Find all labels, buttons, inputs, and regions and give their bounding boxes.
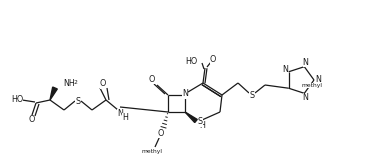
Text: NH: NH xyxy=(63,80,75,89)
Text: O: O xyxy=(29,115,35,124)
Text: S: S xyxy=(249,92,254,101)
Text: S: S xyxy=(76,96,81,105)
Text: methyl: methyl xyxy=(302,83,323,88)
Text: HO: HO xyxy=(11,95,23,104)
Text: O: O xyxy=(158,129,164,137)
Text: N: N xyxy=(182,90,188,99)
Text: methyl: methyl xyxy=(141,148,163,154)
Text: O: O xyxy=(100,80,106,89)
Polygon shape xyxy=(185,112,197,123)
Text: 2: 2 xyxy=(74,80,78,84)
Text: N: N xyxy=(117,109,123,117)
Text: S: S xyxy=(197,117,203,126)
Text: O: O xyxy=(210,54,216,63)
Text: H: H xyxy=(122,113,128,122)
Text: N: N xyxy=(315,75,321,84)
Text: H: H xyxy=(199,121,205,130)
Text: N: N xyxy=(282,65,288,74)
Polygon shape xyxy=(50,87,57,100)
Text: N: N xyxy=(303,58,308,67)
Text: O: O xyxy=(149,74,155,83)
Text: HO: HO xyxy=(186,58,198,66)
Text: N: N xyxy=(303,93,308,102)
